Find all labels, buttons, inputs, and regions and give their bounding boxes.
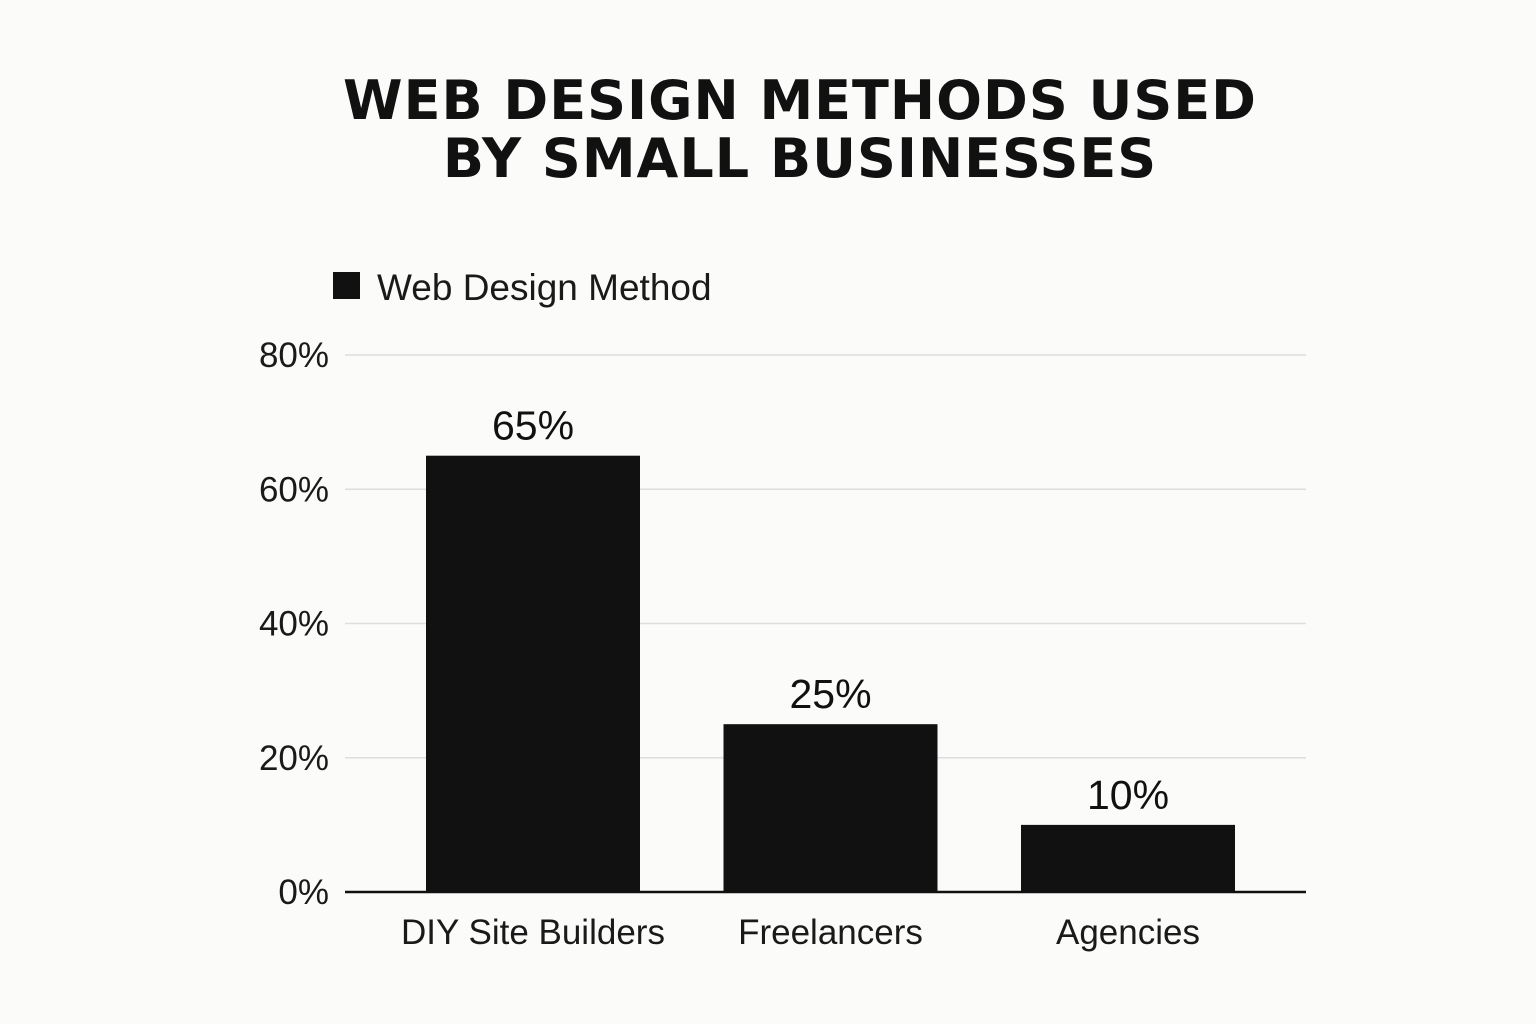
x-axis-categories: DIY Site Builders Freelancers Agencies <box>401 913 1200 952</box>
y-axis-ticks: 0% 20% 40% 60% 80% <box>259 336 329 912</box>
data-label: 25% <box>789 671 871 717</box>
data-label: 10% <box>1087 772 1169 818</box>
legend-swatch <box>333 272 360 299</box>
legend: Web Design Method <box>333 267 712 308</box>
bar-diy-site-builders <box>426 455 640 892</box>
y-tick-label: 20% <box>259 739 329 778</box>
y-tick-label: 0% <box>278 873 329 912</box>
y-tick-label: 40% <box>259 605 329 644</box>
chart-title-line-2: BY SMALL BUSINESSES <box>442 127 1158 190</box>
data-labels: 65% 25% 10% <box>492 403 1169 818</box>
bars <box>426 455 1235 892</box>
chart-title: WEB DESIGN METHODS USED BY SMALL BUSINES… <box>0 72 1536 188</box>
bar-agencies <box>1021 824 1235 892</box>
category-label: DIY Site Builders <box>401 913 665 952</box>
legend-label: Web Design Method <box>377 267 712 308</box>
data-label: 65% <box>492 403 574 449</box>
bar-freelancers <box>723 724 938 892</box>
y-tick-label: 80% <box>259 336 329 375</box>
y-tick-label: 60% <box>259 470 329 509</box>
chart-title-line-1: WEB DESIGN METHODS USED <box>343 69 1257 132</box>
category-label: Freelancers <box>738 913 923 952</box>
category-label: Agencies <box>1056 913 1200 952</box>
